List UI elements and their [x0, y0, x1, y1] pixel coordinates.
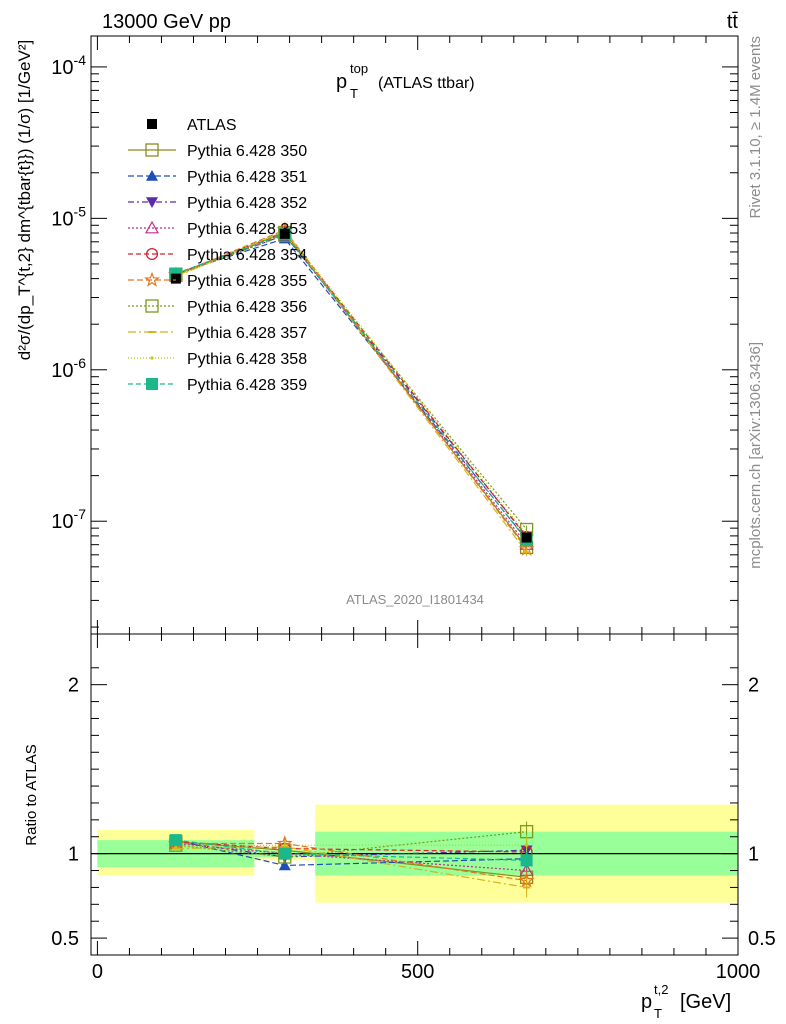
marker-star-open	[144, 271, 160, 287]
legend-entry-10: Pythia 6.428 359	[128, 377, 307, 394]
marker-square	[170, 273, 181, 284]
series-ratio-10	[169, 834, 533, 869]
marker-dot	[283, 843, 287, 847]
marker-square	[521, 532, 532, 543]
marker-triangle-up	[278, 859, 291, 871]
legend-label: Pythia 6.428 356	[187, 299, 307, 316]
legend-label: Pythia 6.428 354	[187, 247, 307, 264]
main-panel: 10-7 10-6 10-5 10-4	[51, 35, 739, 955]
y-tick-label: 10-7	[51, 506, 86, 533]
marker-square-open	[145, 299, 159, 313]
ratio-frame	[90, 633, 739, 956]
plot-title: p top T (ATLAS ttbar)	[336, 61, 475, 101]
series-line	[175, 841, 527, 858]
legend-label: Pythia 6.428 351	[187, 169, 307, 186]
header-right: tt̄	[727, 11, 739, 33]
marker-dot	[150, 356, 154, 360]
marker-square	[520, 854, 533, 867]
legend: ATLAS Pythia 6.428 350 Pythia 6.428 351 Pyt…	[128, 117, 307, 394]
ratio-tick-label-left: 2	[68, 675, 79, 697]
legend-label: Pythia 6.428 358	[187, 351, 307, 368]
xlabel-unit: [GeV]	[680, 991, 731, 1013]
legend-label: Pythia 6.428 353	[187, 221, 307, 238]
y-axis-label-main: d²σ/(dp_T^{t,2} dm^{tbar{t}}) (1/σ) [1/G…	[15, 40, 34, 360]
legend-label: Pythia 6.428 357	[187, 325, 307, 342]
mcplots-label: mcplots.cern.ch [arXiv:1306.3436]	[747, 342, 764, 569]
legend-label: Pythia 6.428 352	[187, 195, 307, 212]
legend-entry-9: Pythia 6.428 358	[128, 351, 307, 368]
ratio-tick-label-left: 1	[68, 844, 79, 866]
title-rest: (ATLAS ttbar)	[378, 75, 475, 92]
title-sub: T	[350, 86, 358, 101]
ratio-panel: 0 500 1000 0.5 0.5 1 1 2 2	[51, 633, 776, 983]
marker-square	[279, 228, 290, 239]
marker-circle-open	[145, 247, 159, 261]
marker-square	[278, 847, 291, 860]
ratio-tick-label-right: 1	[748, 844, 759, 866]
analysis-watermark: ATLAS_2020_I1801434	[346, 592, 484, 607]
xlabel-main: p	[641, 991, 652, 1013]
legend-entry-3: Pythia 6.428 352	[128, 195, 307, 212]
ratio-tick-label-right: 0.5	[748, 928, 776, 950]
xlabel-sub: T	[654, 1006, 662, 1021]
x-tick-label: 500	[401, 961, 434, 983]
reference-points	[170, 228, 532, 543]
legend-label: Pythia 6.428 359	[187, 377, 307, 394]
marker-square	[169, 834, 182, 847]
x-axis-label: p t,2 T [GeV]	[641, 982, 731, 1021]
legend-entry-4: Pythia 6.428 353	[128, 220, 307, 238]
x-tick-label: 1000	[716, 961, 761, 983]
marker-dot	[525, 843, 529, 847]
marker-triangle-up	[146, 170, 158, 181]
series-line	[175, 839, 527, 861]
legend-entry-1: Pythia 6.428 350	[128, 143, 307, 160]
legend-label: Pythia 6.428 355	[187, 273, 307, 290]
marker-square	[147, 119, 157, 129]
legend-entry-6: Pythia 6.428 355	[128, 271, 307, 290]
y-tick-label: 10-5	[51, 203, 86, 230]
title-sup: top	[350, 61, 368, 76]
legend-label: Pythia 6.428 350	[187, 143, 307, 160]
legend-entry-5: Pythia 6.428 354	[128, 247, 307, 264]
legend-entry-7: Pythia 6.428 356	[128, 299, 307, 316]
rivet-label: Rivet 3.1.10, ≥ 1.4M events	[747, 36, 764, 219]
y-axis-label-ratio: Ratio to ATLAS	[23, 744, 40, 845]
xlabel-sup: t,2	[654, 982, 668, 997]
marker-triangle-open	[144, 220, 160, 234]
marker-square-open	[145, 143, 159, 157]
ratio-tick-label-right: 2	[748, 675, 759, 697]
marker-square	[146, 378, 158, 390]
legend-entry-8: Pythia 6.428 357	[128, 325, 307, 342]
header-left: 13000 GeV pp	[102, 11, 231, 33]
x-tick-label: 0	[92, 961, 103, 983]
legend-entry-2: Pythia 6.428 351	[128, 169, 307, 186]
y-tick-label: 10-4	[51, 52, 86, 79]
y-tick-label: 10-6	[51, 355, 86, 382]
marker-triangle-down	[146, 197, 158, 208]
title-main: p	[336, 71, 347, 93]
legend-label-atlas: ATLAS	[187, 117, 237, 134]
ratio-tick-label-left: 0.5	[51, 928, 79, 950]
